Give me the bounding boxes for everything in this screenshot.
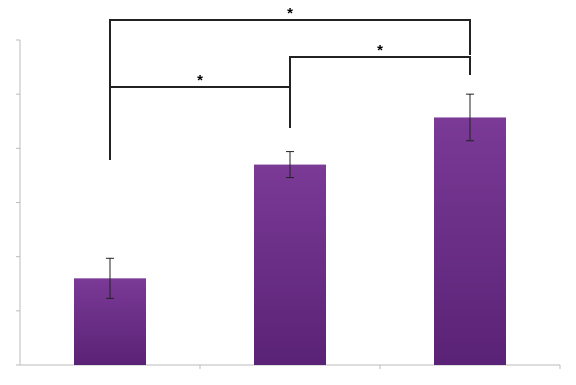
significance-label: *: [377, 42, 383, 59]
significance-label: *: [197, 72, 203, 89]
error-bar: [106, 257, 114, 299]
error-bar: [286, 151, 294, 179]
bar: [254, 164, 326, 365]
significance-label: *: [287, 5, 293, 22]
bar: [434, 117, 506, 365]
significance-bracket: [289, 56, 471, 128]
error-bar: [466, 93, 474, 142]
significance-bracket: [109, 86, 291, 160]
